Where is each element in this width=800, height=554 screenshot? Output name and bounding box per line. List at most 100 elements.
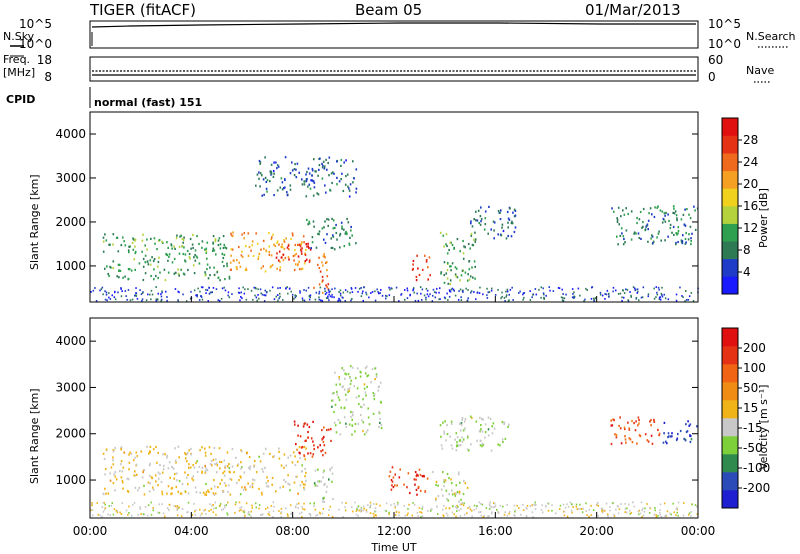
data-cell <box>265 447 267 450</box>
data-cell <box>623 292 626 294</box>
data-cell <box>385 502 388 505</box>
colorbar-tick-label: 24 <box>743 155 758 169</box>
data-cell <box>391 484 393 487</box>
data-cell <box>321 227 324 230</box>
data-cell <box>281 246 284 249</box>
data-cell <box>332 227 335 230</box>
data-cell <box>422 505 424 508</box>
data-cell <box>287 248 290 251</box>
data-cell <box>620 215 622 218</box>
data-cell <box>294 163 296 166</box>
data-cell <box>443 430 445 433</box>
data-cell <box>289 454 292 457</box>
data-cell <box>660 292 663 295</box>
data-cell <box>363 505 365 508</box>
data-cell <box>368 296 370 299</box>
data-cell <box>490 289 493 292</box>
data-cell <box>419 473 422 477</box>
data-cell <box>666 510 669 513</box>
data-cell <box>309 294 312 297</box>
data-cell <box>646 224 648 227</box>
data-cell <box>406 287 408 290</box>
data-cell <box>223 482 226 485</box>
data-cell <box>689 440 692 444</box>
data-cell <box>659 503 662 506</box>
data-cell <box>145 299 148 302</box>
noise-tick-bottom-left: 10^0 <box>19 37 52 51</box>
data-cell <box>503 297 506 299</box>
data-cell <box>661 294 663 296</box>
data-cell <box>158 503 160 506</box>
data-cell <box>196 470 199 473</box>
data-cell <box>494 294 497 296</box>
data-cell <box>226 512 228 515</box>
data-cell <box>682 296 684 299</box>
data-cell <box>185 453 187 456</box>
data-cell <box>529 505 532 507</box>
data-cell <box>533 503 535 506</box>
data-cell <box>417 474 419 477</box>
data-cell <box>460 507 462 510</box>
data-cell <box>153 268 155 271</box>
data-cell <box>370 292 372 294</box>
data-cell <box>139 508 142 510</box>
data-cell <box>100 288 103 291</box>
data-cell <box>310 247 312 250</box>
data-cell <box>160 299 162 302</box>
data-cell <box>248 456 251 459</box>
data-cell <box>362 429 364 433</box>
data-cell <box>328 293 330 296</box>
colorbar-segment <box>722 454 738 473</box>
data-cell <box>313 505 315 507</box>
data-cell <box>263 300 266 302</box>
data-cell <box>323 426 325 429</box>
data-cell <box>223 459 226 462</box>
data-cell <box>327 514 330 516</box>
data-cell <box>213 507 215 510</box>
data-cell <box>365 510 368 513</box>
data-cell <box>134 252 137 255</box>
data-cell <box>114 298 117 301</box>
data-cell <box>532 293 534 296</box>
noise-tick-top-left: 10^5 <box>19 17 52 31</box>
data-cell <box>392 486 395 489</box>
data-cell <box>91 504 93 507</box>
data-cell <box>522 293 524 296</box>
data-cell <box>590 297 593 300</box>
data-cell <box>617 505 620 508</box>
data-cell <box>142 471 144 474</box>
data-cell <box>323 167 326 170</box>
data-cell <box>271 476 274 480</box>
data-cell <box>303 299 306 302</box>
data-cell <box>318 157 320 161</box>
data-cell <box>478 511 480 514</box>
data-cell <box>149 293 151 296</box>
data-cell <box>473 218 475 221</box>
data-cell <box>277 287 279 290</box>
data-cell <box>168 253 171 256</box>
data-cell <box>390 287 392 290</box>
data-cell <box>150 501 152 504</box>
data-cell <box>427 295 430 298</box>
data-cell <box>143 468 145 472</box>
data-cell <box>373 503 375 505</box>
data-cell <box>372 512 375 515</box>
data-cell <box>324 482 326 486</box>
data-cell <box>409 294 411 297</box>
data-cell <box>684 208 686 211</box>
data-cell <box>596 503 598 506</box>
data-cell <box>134 238 137 241</box>
data-cell <box>667 213 669 216</box>
data-cell <box>207 489 209 492</box>
data-cell <box>443 273 446 277</box>
data-cell <box>585 510 587 512</box>
data-cell <box>250 510 252 513</box>
data-cell <box>423 294 426 297</box>
data-cell <box>259 288 262 291</box>
data-cell <box>407 472 410 475</box>
data-cell <box>475 507 478 510</box>
data-cell <box>177 290 179 293</box>
data-cell <box>155 445 157 449</box>
data-cell <box>641 509 643 512</box>
data-cell <box>324 241 327 244</box>
